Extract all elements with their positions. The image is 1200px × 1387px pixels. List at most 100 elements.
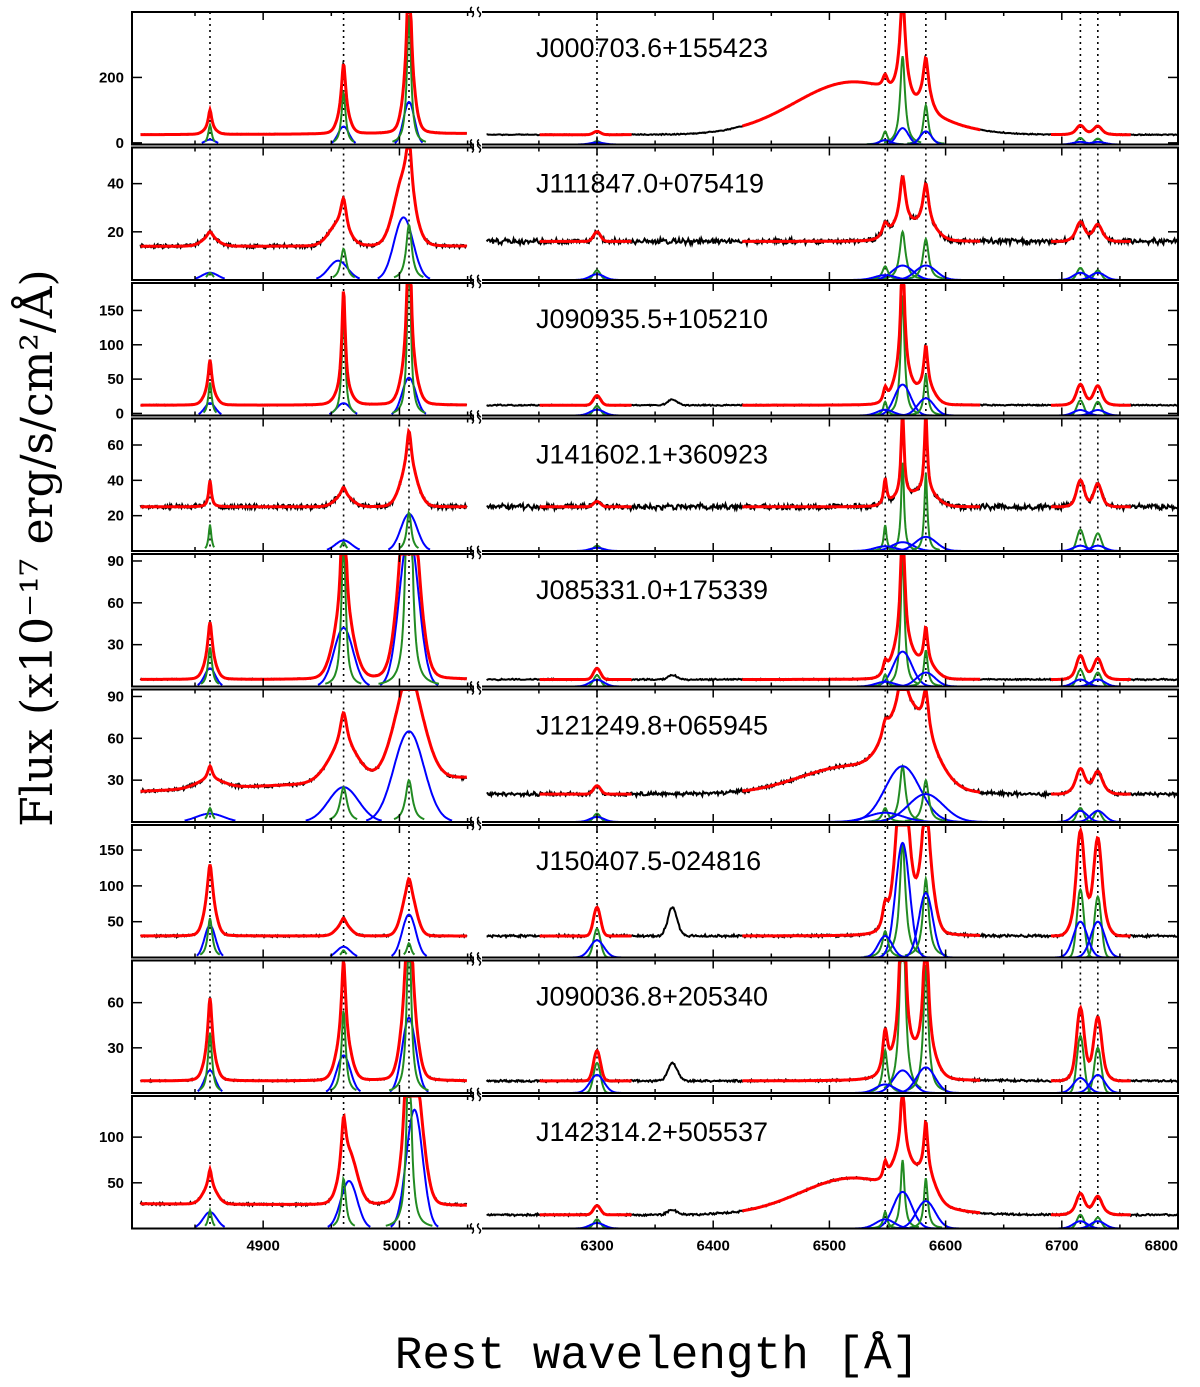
total-fit-right: [1050, 826, 1131, 938]
narrow-component: [205, 271, 215, 278]
total-fit-right: [1050, 478, 1131, 509]
total-fit-right: [539, 499, 632, 509]
y-tick-label: 50: [107, 371, 124, 388]
narrow-component: [332, 88, 355, 143]
total-fit-left: [140, 864, 467, 938]
y-tick-label: 20: [107, 508, 124, 525]
x-tick-label: 6700: [1045, 1238, 1078, 1255]
panel-body: [139, 1097, 1177, 1228]
axis-break-mark: [469, 548, 482, 560]
broad-component: [1045, 920, 1116, 957]
broad-component: [391, 376, 427, 415]
total-fit-right: [742, 961, 981, 1083]
broad-component: [331, 125, 357, 144]
narrow-component: [909, 1178, 943, 1228]
broad-component: [877, 535, 975, 550]
broad-component: [1045, 809, 1116, 821]
narrow-component: [868, 672, 902, 686]
axis-break-gap: [474, 11, 482, 17]
broad-component: [845, 408, 925, 415]
total-fit-right: [1050, 1191, 1131, 1217]
narrow-component: [576, 404, 618, 415]
broad-component: [197, 1069, 223, 1092]
total-fit-right: [742, 284, 981, 407]
total-fit-right: [539, 1048, 632, 1083]
axis-break-gap: [474, 553, 482, 559]
broad-component: [836, 545, 934, 550]
broad-component: [197, 667, 223, 686]
narrow-component: [403, 941, 416, 956]
axis-break-gap: [474, 688, 482, 695]
y-tick-label: 90: [107, 688, 124, 705]
broad-component: [1045, 678, 1116, 686]
narrow-component: [202, 382, 218, 414]
total-fit-left: [140, 690, 467, 793]
x-tick-label: 6400: [697, 1238, 730, 1255]
broad-component: [326, 539, 361, 550]
broad-component: [867, 841, 938, 957]
y-tick-label: 30: [107, 772, 124, 789]
y-tick-label: 0: [116, 135, 124, 152]
spectrum-panel: 20 40 J111847.0+075419: [107, 141, 1179, 286]
broad-component: [1045, 1220, 1116, 1228]
narrow-component: [1059, 807, 1102, 821]
narrow-component: [909, 649, 943, 686]
panel-body: [140, 690, 1177, 821]
y-tick-label: 60: [107, 995, 124, 1012]
y-tick-label: 40: [107, 176, 124, 193]
narrow-component: [904, 236, 947, 279]
spectrum-panel: 30 60 90 J085331.0+175339: [107, 548, 1179, 693]
total-fit-right: [539, 394, 632, 407]
broad-component: [841, 1083, 930, 1092]
broad-component: [184, 812, 236, 821]
broad-component: [855, 139, 916, 144]
axis-break-mark: [469, 819, 482, 831]
spectrum-panel: 50 100 J142314.2+505537: [99, 1090, 1179, 1235]
narrow-component: [576, 927, 618, 957]
narrow-component: [385, 1097, 433, 1227]
broad-component: [196, 924, 224, 957]
narrow-component: [329, 1010, 357, 1092]
narrow-component: [1076, 1216, 1119, 1228]
broad-component: [201, 138, 219, 144]
panel-object-name: J090036.8+205340: [536, 982, 768, 1012]
panel-object-name: J150407.5-024816: [536, 846, 761, 876]
total-fit-right: [742, 555, 981, 681]
total-fit-right: [742, 826, 981, 938]
narrow-component: [399, 509, 420, 549]
narrow-component: [378, 555, 440, 685]
broad-component: [390, 1108, 439, 1228]
broad-component: [1045, 544, 1116, 550]
y-tick-label: 100: [99, 878, 124, 895]
y-tick-label: 100: [99, 1129, 124, 1146]
broad-component: [836, 274, 934, 279]
broad-component: [825, 765, 980, 821]
total-fit-right: [1050, 1004, 1131, 1083]
panel-body: [139, 961, 1177, 1092]
broad-component: [881, 1200, 970, 1228]
spectrum-panel: 50 100 150 J150407.5-024816: [99, 819, 1179, 964]
broad-component: [863, 383, 943, 415]
total-fit-left: [140, 1097, 467, 1207]
panel-object-name: J000703.6+155423: [536, 33, 768, 63]
y-tick-label: 60: [107, 437, 124, 454]
y-tick-label: 50: [107, 914, 124, 931]
broad-component: [1063, 1073, 1133, 1092]
total-fit-right: [539, 1204, 632, 1217]
total-fit-right: [1050, 220, 1131, 243]
broad-component: [858, 1069, 947, 1092]
narrow-component: [881, 229, 924, 279]
y-tick-label: 100: [99, 337, 124, 354]
x-tick-label: 4900: [246, 1238, 279, 1255]
broad-component: [858, 650, 947, 686]
y-tick-label: 20: [107, 224, 124, 241]
total-fit-left: [140, 148, 467, 248]
spectrum-panel: 30 60 90 J121249.8+065945: [107, 683, 1179, 828]
narrow-component: [339, 949, 348, 956]
narrow-component: [204, 1206, 216, 1227]
broad-component: [562, 1073, 632, 1092]
narrow-component: [1059, 887, 1102, 957]
narrow-component: [1059, 528, 1102, 550]
x-axis-title: Rest wavelength [Å]: [395, 1330, 920, 1382]
panel-object-name: J142314.2+505537: [536, 1117, 768, 1147]
